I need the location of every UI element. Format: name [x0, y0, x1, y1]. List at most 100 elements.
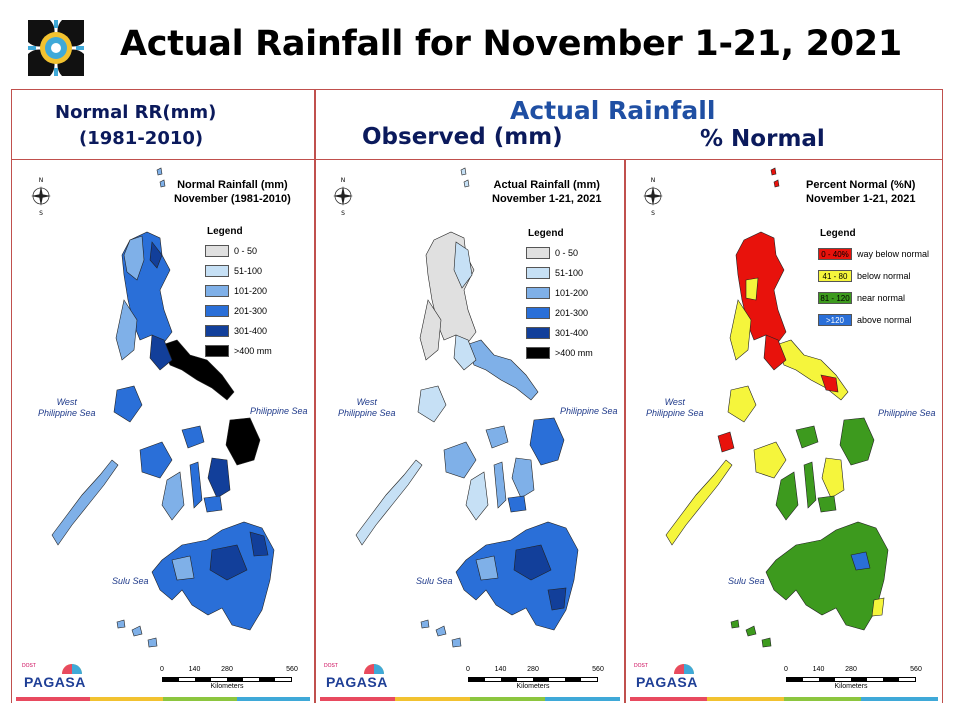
pagasa-umbrella-icon	[62, 664, 82, 674]
legend-swatch: 0 - 40%	[818, 248, 852, 260]
legend-item: 201-300	[526, 303, 593, 323]
svg-text:S: S	[39, 210, 43, 216]
sea-label-west-line2: Philippine Sea	[646, 408, 704, 418]
scale-tick: 140	[494, 666, 507, 673]
legend-label: 201-300	[234, 306, 268, 316]
sea-label-south: Sulu Sea	[728, 576, 765, 586]
map-title-line1: Normal Rainfall (mm)	[177, 179, 288, 191]
scale-tick: 560	[910, 666, 922, 673]
legend-swatch	[526, 247, 550, 259]
pagasa-sub: DOST	[634, 663, 648, 669]
sea-label-east: Philippine Sea	[878, 408, 936, 418]
legend-item: 51-100	[526, 263, 593, 283]
legend-item: 201-300	[205, 301, 272, 321]
scale-unit: Kilometers	[834, 683, 868, 690]
scale-tick: 140	[812, 666, 825, 673]
legend-swatch	[526, 307, 550, 319]
legend-swatch: >120	[818, 314, 852, 326]
scale-bar-graphic	[468, 677, 598, 682]
scale-labels: 0 140 280 560	[160, 666, 298, 676]
pagasa-umbrella-icon	[364, 664, 384, 674]
legend-item: >400 mm	[526, 343, 593, 363]
legend-swatch	[205, 265, 229, 277]
pagasa-logo-icon	[24, 16, 88, 80]
normal-header-line2: (1981-2010)	[79, 128, 204, 149]
map-title-line2: November (1981-2010)	[174, 193, 291, 205]
percent-normal-header: % Normal	[700, 126, 825, 152]
legend-label: 301-400	[555, 328, 589, 338]
header-actual-frame	[315, 89, 943, 160]
compass-rose-icon: N S	[31, 177, 51, 216]
normal-header-line1: Normal RR(mm)	[55, 102, 217, 123]
legend-swatch	[205, 345, 229, 357]
legend-swatch: 81 - 120	[818, 292, 852, 304]
sea-label-south: Sulu Sea	[112, 576, 149, 586]
map-legend: Legend 0 - 50 51-100 101-200 201-300 301…	[205, 226, 272, 361]
svg-text:S: S	[651, 210, 655, 216]
legend-swatch	[205, 245, 229, 257]
legend-item: 301-400	[205, 321, 272, 341]
observed-rainfall-map	[355, 167, 579, 648]
pagasa-umbrella-icon	[674, 664, 694, 674]
compass-rose-icon: N S	[333, 177, 353, 216]
legend-swatch	[526, 347, 550, 359]
svg-text:N: N	[39, 177, 44, 184]
legend-swatch	[526, 267, 550, 279]
legend-label: above normal	[857, 315, 912, 325]
legend-label: near normal	[857, 293, 906, 303]
decorative-stripe	[16, 697, 310, 701]
legend-label: below normal	[857, 271, 911, 281]
legend-swatch	[205, 325, 229, 337]
slide-title: Actual Rainfall for November 1-21, 2021	[120, 24, 902, 64]
decorative-stripe	[630, 697, 938, 701]
header-normal-frame	[11, 89, 315, 160]
pagasa-brand: DOST PAGASA	[630, 660, 700, 692]
scale-tick: 0	[466, 666, 470, 673]
map-legend: Legend 0 - 40% way below normal 41 - 80 be…	[818, 228, 929, 331]
legend-item: 0 - 50	[205, 241, 272, 261]
normal-rainfall-map	[51, 167, 275, 648]
pagasa-wordmark: PAGASA	[24, 674, 86, 690]
sea-label-east: Philippine Sea	[560, 406, 618, 416]
map-title: Percent Normal (%N) November 1-21, 2021	[806, 178, 915, 206]
observed-rainfall-map-panel: N S Actual Rainfall (mm) November 1-21, …	[316, 160, 624, 703]
scale-tick: 140	[188, 666, 201, 673]
legend-label: 51-100	[234, 266, 263, 276]
percent-normal-map	[665, 167, 889, 648]
pagasa-sub: DOST	[22, 663, 36, 669]
legend-swatch: 41 - 80	[818, 270, 852, 282]
scale-tick: 560	[592, 666, 604, 673]
scale-tick: 280	[845, 666, 857, 673]
legend-label: 101-200	[234, 286, 268, 296]
sea-label-west-line1: West	[356, 397, 377, 407]
scale-tick: 0	[784, 666, 788, 673]
scale-labels: 0 140 280 560	[784, 666, 922, 676]
scale-bar: 0 140 280 560 Kilometers	[160, 666, 298, 692]
scale-bar-graphic	[786, 677, 916, 682]
legend-swatch	[526, 327, 550, 339]
map-title-line2: November 1-21, 2021	[806, 193, 916, 205]
scale-unit: Kilometers	[210, 683, 244, 690]
scale-tick: 280	[221, 666, 233, 673]
decorative-stripe	[320, 697, 620, 701]
legend-swatch	[205, 285, 229, 297]
actual-rainfall-header: Actual Rainfall	[510, 96, 716, 125]
svg-text:N: N	[341, 177, 346, 184]
legend-label: 301-400	[234, 326, 268, 336]
pagasa-wordmark: PAGASA	[326, 674, 388, 690]
svg-text:S: S	[341, 210, 345, 216]
sea-label-west: West Philippine Sea	[338, 397, 396, 419]
scale-bar: 0 140 280 560 Kilometers	[784, 666, 922, 692]
percent-normal-map-panel: N S Percent Normal (%N) November 1-21, 2…	[626, 160, 942, 703]
legend-label: way below normal	[857, 249, 930, 259]
scale-tick: 560	[286, 666, 298, 673]
sea-label-west: West Philippine Sea	[38, 397, 96, 419]
scale-tick: 280	[527, 666, 539, 673]
sea-label-west-line1: West	[56, 397, 77, 407]
legend-swatch	[526, 287, 550, 299]
legend-item: 41 - 80 below normal	[818, 265, 929, 287]
legend-item: >400 mm	[205, 341, 272, 361]
legend-item: 51-100	[205, 261, 272, 281]
legend-title: Legend	[820, 228, 856, 239]
map-legend: Legend 0 - 50 51-100 101-200 201-300 301…	[526, 228, 593, 363]
